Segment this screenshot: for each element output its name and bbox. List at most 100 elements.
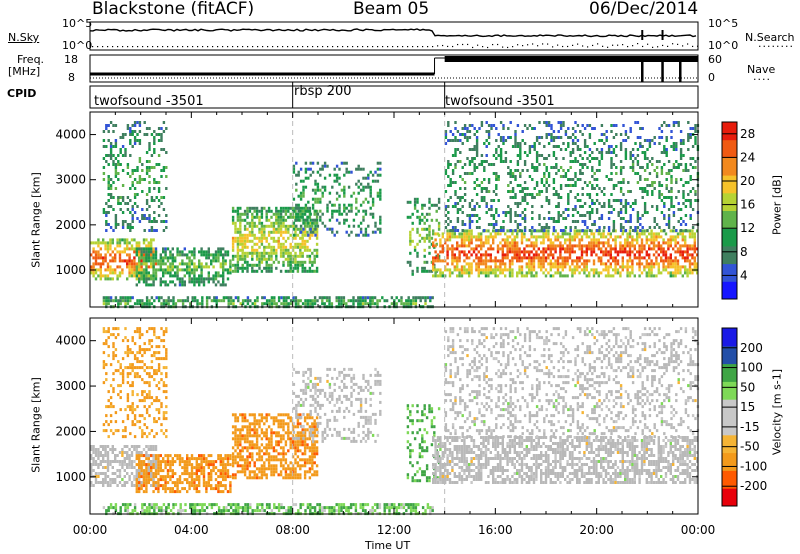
velocity-cell [90, 448, 93, 451]
power-cell [124, 154, 127, 157]
power-cell [501, 253, 504, 257]
power-cell [519, 172, 522, 175]
power-cell [136, 121, 139, 124]
power-cell [425, 236, 429, 240]
power-cell [686, 247, 689, 251]
power-cell [321, 302, 324, 306]
power-cell [571, 214, 575, 217]
power-cell [357, 296, 360, 300]
power-cell [126, 253, 129, 257]
power-cell [198, 302, 202, 306]
power-cell [519, 151, 522, 154]
power-cell [224, 268, 227, 272]
power-cell [162, 259, 165, 263]
power-cell [306, 230, 309, 234]
power-cell [627, 181, 630, 184]
power-cell [121, 238, 124, 242]
power-cell [567, 145, 570, 148]
power-cell [501, 262, 504, 266]
power-cell [573, 271, 576, 275]
power-cell [628, 241, 632, 245]
power-cell [523, 235, 526, 239]
power-cell [428, 212, 431, 216]
power-cell [114, 271, 117, 275]
power-cell [604, 241, 608, 245]
power-cell [126, 296, 130, 300]
velocity-cell [131, 408, 134, 412]
power-cell [239, 266, 242, 270]
power-cell [682, 169, 685, 172]
power-cell [501, 259, 504, 263]
velocity-cell [143, 381, 146, 385]
velocity-cell [104, 472, 107, 475]
power-cell [296, 260, 300, 264]
power-cell [564, 250, 567, 254]
power-cell [483, 199, 486, 202]
velocity-cell [94, 454, 98, 457]
power-cell [279, 218, 283, 222]
power-cell [619, 250, 622, 254]
power-cell [688, 259, 692, 263]
power-cell [559, 271, 562, 275]
power-cell [118, 256, 122, 260]
power-cell [609, 232, 612, 236]
power-cell [559, 148, 563, 151]
power-cell [571, 160, 575, 163]
power-cell [636, 121, 640, 124]
power-cell [547, 142, 551, 145]
power-cell [107, 181, 110, 184]
power-cell [451, 247, 454, 251]
power-cell [220, 299, 223, 303]
power-cell [533, 229, 536, 232]
power-cell [619, 229, 623, 232]
velocity-cell [124, 408, 127, 412]
power-cell [321, 164, 324, 168]
power-cell [614, 238, 617, 242]
power-cell [463, 193, 467, 196]
nsearch-dot [322, 46, 324, 48]
power-cell [691, 127, 695, 130]
power-cell [150, 244, 153, 248]
power-cell [473, 127, 476, 130]
power-cell [434, 244, 437, 248]
power-cell [454, 190, 457, 193]
nsearch-dot [517, 44, 519, 46]
nsearch-dot [392, 46, 394, 48]
power-cell [636, 154, 640, 157]
power-cell [306, 248, 309, 252]
power-cell [171, 253, 174, 257]
power-cell [633, 256, 636, 260]
velocity-cell [143, 363, 146, 367]
power-cell [263, 296, 266, 300]
power-cell [304, 302, 307, 306]
power-cell [482, 241, 485, 245]
power-cell [665, 178, 668, 181]
power-cell [106, 247, 110, 251]
power-cell [444, 205, 448, 208]
power-cell [451, 244, 454, 248]
power-cell [634, 142, 637, 145]
power-cell [538, 193, 541, 196]
power-cell [573, 232, 576, 236]
power-cell [583, 244, 586, 248]
power-cell [150, 229, 154, 232]
power-cell [99, 277, 102, 281]
power-cell [265, 251, 268, 255]
power-cell [102, 299, 106, 303]
power-cell [299, 224, 303, 228]
power-cell [468, 223, 472, 226]
power-cell [117, 160, 120, 163]
power-cell [477, 235, 480, 239]
power-cell [275, 230, 278, 234]
power-cell [416, 266, 419, 270]
power-cell [413, 197, 417, 201]
power-cell [147, 247, 150, 251]
power-cell [109, 193, 113, 196]
power-cell [580, 244, 584, 248]
power-cell [552, 244, 555, 248]
power-cell [284, 224, 288, 228]
power-cell [142, 274, 146, 278]
power-cell [634, 172, 637, 175]
power-cell [592, 244, 596, 248]
power-cell [508, 274, 512, 278]
